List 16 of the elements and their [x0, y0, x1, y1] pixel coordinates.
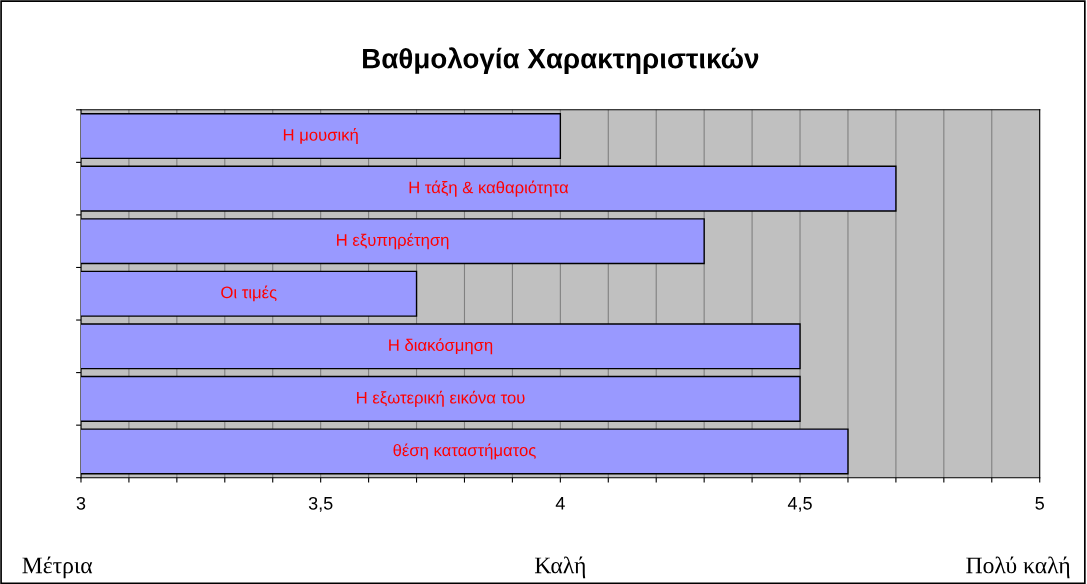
y-tick-label: Η διακόσμηση — [389, 338, 493, 355]
text: Καλή — [534, 556, 586, 579]
x-tick-label: 4 — [555, 497, 565, 510]
x-tick-label: 4,5 — [787, 497, 812, 512]
y-tick-label: Η εξυπηρέτηση — [337, 233, 449, 250]
x-tick-label: 5 — [1035, 497, 1044, 510]
y-tick-label: Η μουσική — [283, 128, 358, 145]
y-tick-label: Η τάξη & καθαριότητα — [409, 180, 569, 197]
y-tick-label: Οι τιμές — [221, 285, 277, 302]
y-tick-label: θέση καταστήματος — [393, 443, 536, 460]
y-tick-label: Η εξωτερική εικόνα του — [357, 390, 525, 407]
chart-title: Βαθμολογία Χαρακτηριστικών — [363, 47, 759, 74]
x-tick-label: 3,5 — [308, 496, 333, 512]
x-tick-label: 3 — [76, 496, 86, 510]
text: Πολύ καλή — [966, 556, 1070, 579]
text: Μέτρια — [22, 556, 93, 579]
